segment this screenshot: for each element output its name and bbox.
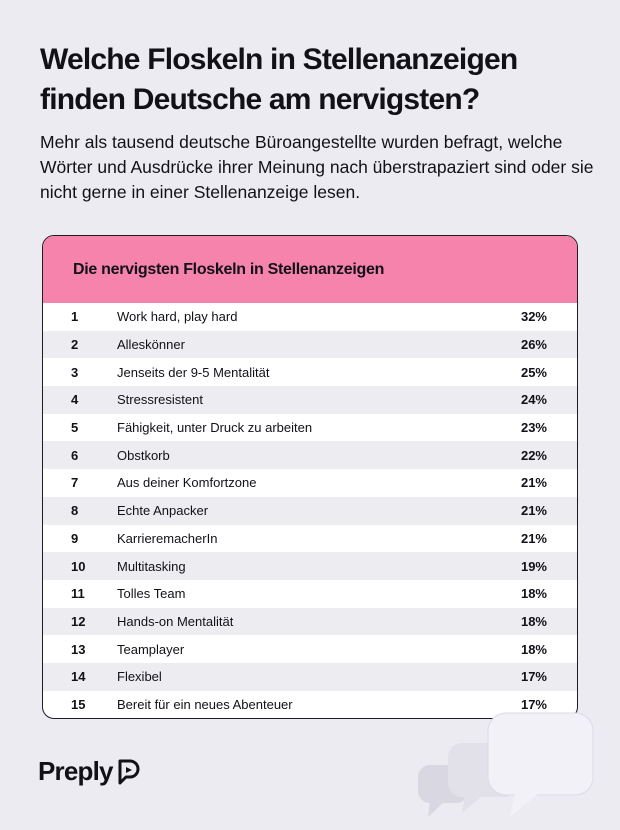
table-row: 1 Work hard, play hard 32% <box>43 303 577 331</box>
phrase: Jenseits der 9-5 Mentalität <box>117 364 270 380</box>
table-row: 8 Echte Anpacker 21% <box>43 496 577 525</box>
percentage: 21% <box>520 503 547 519</box>
table-row: 15 Bereit für ein neues Abenteuer 17% <box>43 691 577 718</box>
title: Welche Floskeln in Stellenanzeigen finde… <box>40 43 518 116</box>
table-row: 6 Obstkorb 22% <box>43 441 577 470</box>
table-row: 9 KarrieremacherIn 21% <box>43 525 577 553</box>
percentage: 17% <box>520 669 547 685</box>
percentage: 21% <box>520 530 547 546</box>
percentage: 19% <box>520 558 547 574</box>
rank: 2 <box>71 337 79 353</box>
phrase: KarrieremacherIn <box>117 530 218 546</box>
table-row: 11 Tolles Team 18% <box>43 580 577 608</box>
phrase: Hands-on Mentalität <box>117 613 234 629</box>
rank: 10 <box>71 558 86 574</box>
percentage: 22% <box>520 447 547 463</box>
percentage: 18% <box>520 613 547 629</box>
rank: 1 <box>71 309 79 325</box>
phrase: Flexibel <box>117 669 162 685</box>
decorative-bubbles <box>418 712 594 817</box>
brand-logo: Preply <box>38 756 141 787</box>
table-row: 7 Aus deiner Komfortzone 21% <box>43 469 577 497</box>
phrase: Tolles Team <box>117 586 186 602</box>
phrase: Fähigkeit, unter Druck zu arbeiten <box>117 420 313 436</box>
rank: 12 <box>71 613 86 629</box>
rank: 15 <box>71 696 86 712</box>
rank: 9 <box>71 530 79 546</box>
phrase: Echte Anpacker <box>117 503 209 519</box>
percentage: 24% <box>520 392 547 408</box>
percentage: 18% <box>520 641 547 657</box>
subtitle: Mehr als tausend deutsche Büroangestellt… <box>40 132 594 202</box>
brand-name: Preply <box>38 756 113 786</box>
percentage: 25% <box>520 364 547 380</box>
table-row: 5 Fähigkeit, unter Druck zu arbeiten 23% <box>43 414 577 442</box>
percentage: 21% <box>520 475 547 491</box>
table-row: 3 Jenseits der 9-5 Mentalität 25% <box>43 358 577 386</box>
brand-icon <box>118 759 140 784</box>
phrase: Teamplayer <box>117 641 185 657</box>
percentage: 17% <box>520 696 547 712</box>
phrase: Bereit für ein neues Abenteuer <box>117 696 293 712</box>
percentage: 32% <box>520 309 547 325</box>
rank: 4 <box>71 392 79 408</box>
table-row: 4 Stressresistent 24% <box>43 386 577 414</box>
rank: 8 <box>71 503 79 519</box>
table-card: Die nervigsten Floskeln in Stellenanzeig… <box>42 235 578 719</box>
rank: 5 <box>71 420 79 436</box>
rank: 7 <box>71 475 79 491</box>
phrase: Alleskönner <box>117 337 185 353</box>
table-row: 13 Teamplayer 18% <box>43 635 577 663</box>
percentage: 18% <box>520 586 547 602</box>
percentage: 26% <box>520 337 547 353</box>
table-title: Die nervigsten Floskeln in Stellenanzeig… <box>43 236 577 303</box>
percentage: 23% <box>520 420 547 436</box>
phrase: Stressresistent <box>117 392 203 408</box>
phrase: Obstkorb <box>117 447 170 463</box>
rank: 14 <box>71 669 86 685</box>
table-row: 10 Multitasking 19% <box>43 552 577 580</box>
rank: 11 <box>71 586 85 602</box>
phrase: Work hard, play hard <box>117 309 238 325</box>
table-row: 12 Hands-on Mentalität 18% <box>43 607 577 636</box>
rank: 13 <box>71 641 86 657</box>
table-row: 2 Alleskönner 26% <box>43 330 577 359</box>
table-row: 14 Flexibel 17% <box>43 662 577 691</box>
phrase: Multitasking <box>117 558 186 574</box>
rank: 6 <box>71 447 79 463</box>
table-body: 1 Work hard, play hard 32% 2 Alleskönner 26% 3… <box>43 303 577 718</box>
rank: 3 <box>71 364 79 380</box>
phrase: Aus deiner Komfortzone <box>117 475 257 491</box>
